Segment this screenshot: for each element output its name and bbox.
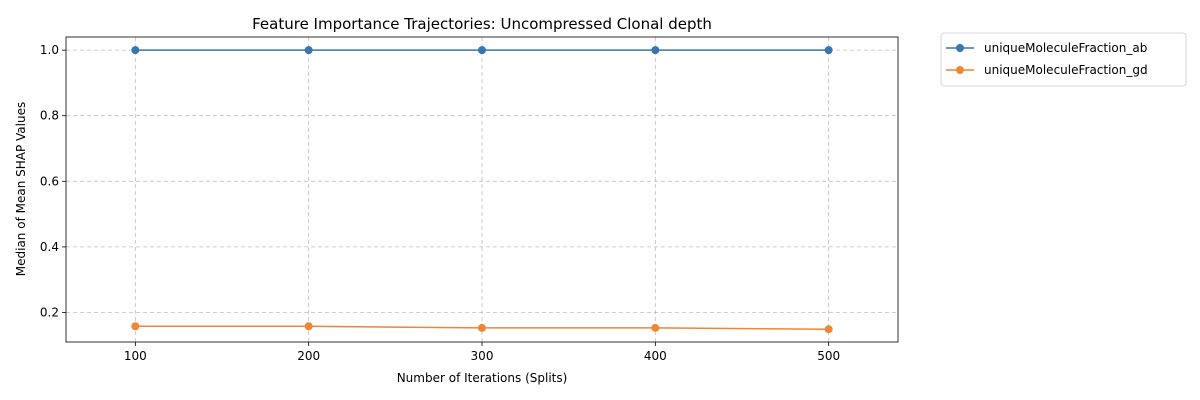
legend-entry-label: uniqueMoleculeFraction_gd xyxy=(984,63,1148,77)
series-0 xyxy=(131,46,833,55)
legend-swatch-marker xyxy=(956,44,964,52)
y-axis-label: Median of Mean SHAP Values xyxy=(14,102,28,276)
chart-title: Feature Importance Trajectories: Uncompr… xyxy=(252,15,712,33)
legend: uniqueMoleculeFraction_ab uniqueMoleculeF… xyxy=(940,32,1187,87)
data-point xyxy=(131,322,140,331)
data-point xyxy=(824,46,833,55)
grid xyxy=(66,37,898,342)
y-tick-label: 0.8 xyxy=(40,109,59,123)
data-point xyxy=(304,322,313,331)
data-point xyxy=(478,323,486,332)
data-point xyxy=(131,46,140,55)
legend-entry-label: uniqueMoleculeFraction_ab xyxy=(984,41,1147,55)
series-1 xyxy=(131,322,833,334)
legend-swatch-marker xyxy=(956,66,964,74)
y-tick-label: 0.6 xyxy=(40,174,59,188)
y-axis: 0.2 0.4 0.6 0.8 1.0 xyxy=(40,43,66,319)
x-tick-label: 400 xyxy=(644,349,667,363)
x-tick-label: 200 xyxy=(297,349,320,363)
legend-box xyxy=(940,32,1187,87)
x-tick-label: 500 xyxy=(817,349,840,363)
y-tick-label: 0.2 xyxy=(40,305,59,319)
data-point xyxy=(651,323,660,332)
x-axis: 100 200 300 400 500 xyxy=(124,342,840,363)
data-point xyxy=(478,46,486,55)
data-point xyxy=(304,46,313,55)
y-tick-label: 1.0 xyxy=(40,43,59,57)
x-axis-label: Number of Iterations (Splits) xyxy=(397,371,568,385)
x-tick-label: 100 xyxy=(124,349,147,363)
series xyxy=(131,46,833,334)
data-point xyxy=(651,46,660,55)
y-tick-label: 0.4 xyxy=(40,240,59,254)
data-point xyxy=(824,325,833,334)
x-tick-label: 300 xyxy=(471,349,494,363)
